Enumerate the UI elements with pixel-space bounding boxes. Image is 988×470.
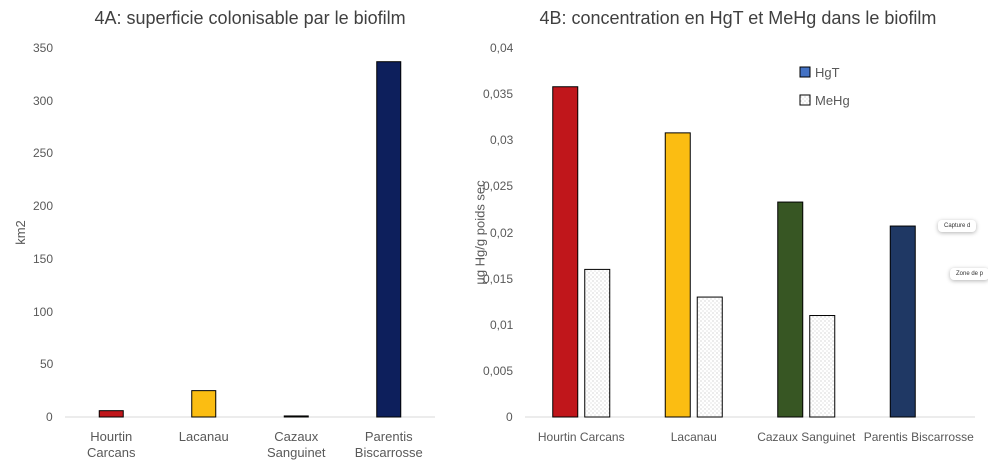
x-tick-label: Lacanau	[670, 430, 717, 444]
y-tick-label: 0,04	[490, 41, 514, 55]
chart-title: 4B: concentration en HgT et MeHg dans le…	[539, 8, 937, 28]
y-tick-label: 150	[33, 251, 54, 266]
x-tick-label: Hourtin Carcans	[537, 430, 625, 444]
bar	[777, 201, 804, 418]
y-tick-label: 0,01	[490, 317, 514, 332]
y-tick-label: 0,025	[483, 179, 514, 194]
bar	[584, 268, 611, 418]
y-tick-label: 350	[33, 41, 54, 55]
y-tick-label: 300	[33, 93, 54, 108]
y-tick-label: 0,02	[490, 225, 514, 240]
y-tick-label: 0	[46, 410, 53, 424]
legend-swatch	[799, 94, 811, 106]
bar	[889, 225, 916, 418]
legend-swatch	[799, 66, 811, 78]
overlay-popup[interactable]: Capture d	[938, 220, 977, 232]
y-tick-label: 0	[506, 410, 513, 424]
bar	[191, 390, 217, 418]
x-tick-label: Parentis Biscarrosse	[863, 430, 974, 444]
y-tick-label: 0,015	[483, 271, 514, 286]
y-tick-label: 0,035	[483, 87, 514, 102]
y-tick-label: 0,03	[490, 133, 514, 148]
x-tick-label: Parentis Biscarrosse	[354, 429, 423, 460]
bar	[552, 86, 579, 418]
y-axis-label: km2	[12, 220, 28, 245]
bar	[696, 296, 723, 418]
y-tick-label: 200	[33, 199, 54, 214]
x-tick-label: Cazaux Sanguinet	[757, 430, 856, 444]
bar	[809, 315, 836, 418]
overlay-popup[interactable]: Zone de p	[950, 268, 988, 280]
y-tick-label: 50	[40, 357, 54, 372]
y-tick-label: 100	[33, 304, 54, 319]
x-tick-label: Lacanau	[178, 429, 229, 444]
bar	[664, 132, 691, 418]
legend-label: MeHg	[815, 92, 850, 108]
y-tick-label: 250	[33, 146, 54, 161]
x-tick-label: Hourtin Carcans	[87, 429, 136, 460]
bar	[376, 61, 402, 418]
legend-label: HgT	[815, 64, 840, 80]
bar	[283, 415, 309, 418]
x-tick-label: Cazaux Sanguinet	[266, 429, 326, 460]
bar	[98, 410, 124, 418]
y-tick-label: 0,005	[483, 363, 514, 378]
chart-title: 4A: superficie colonisable par le biofil…	[94, 8, 406, 28]
y-axis-label: µg Hg/g poids sec	[472, 180, 488, 285]
